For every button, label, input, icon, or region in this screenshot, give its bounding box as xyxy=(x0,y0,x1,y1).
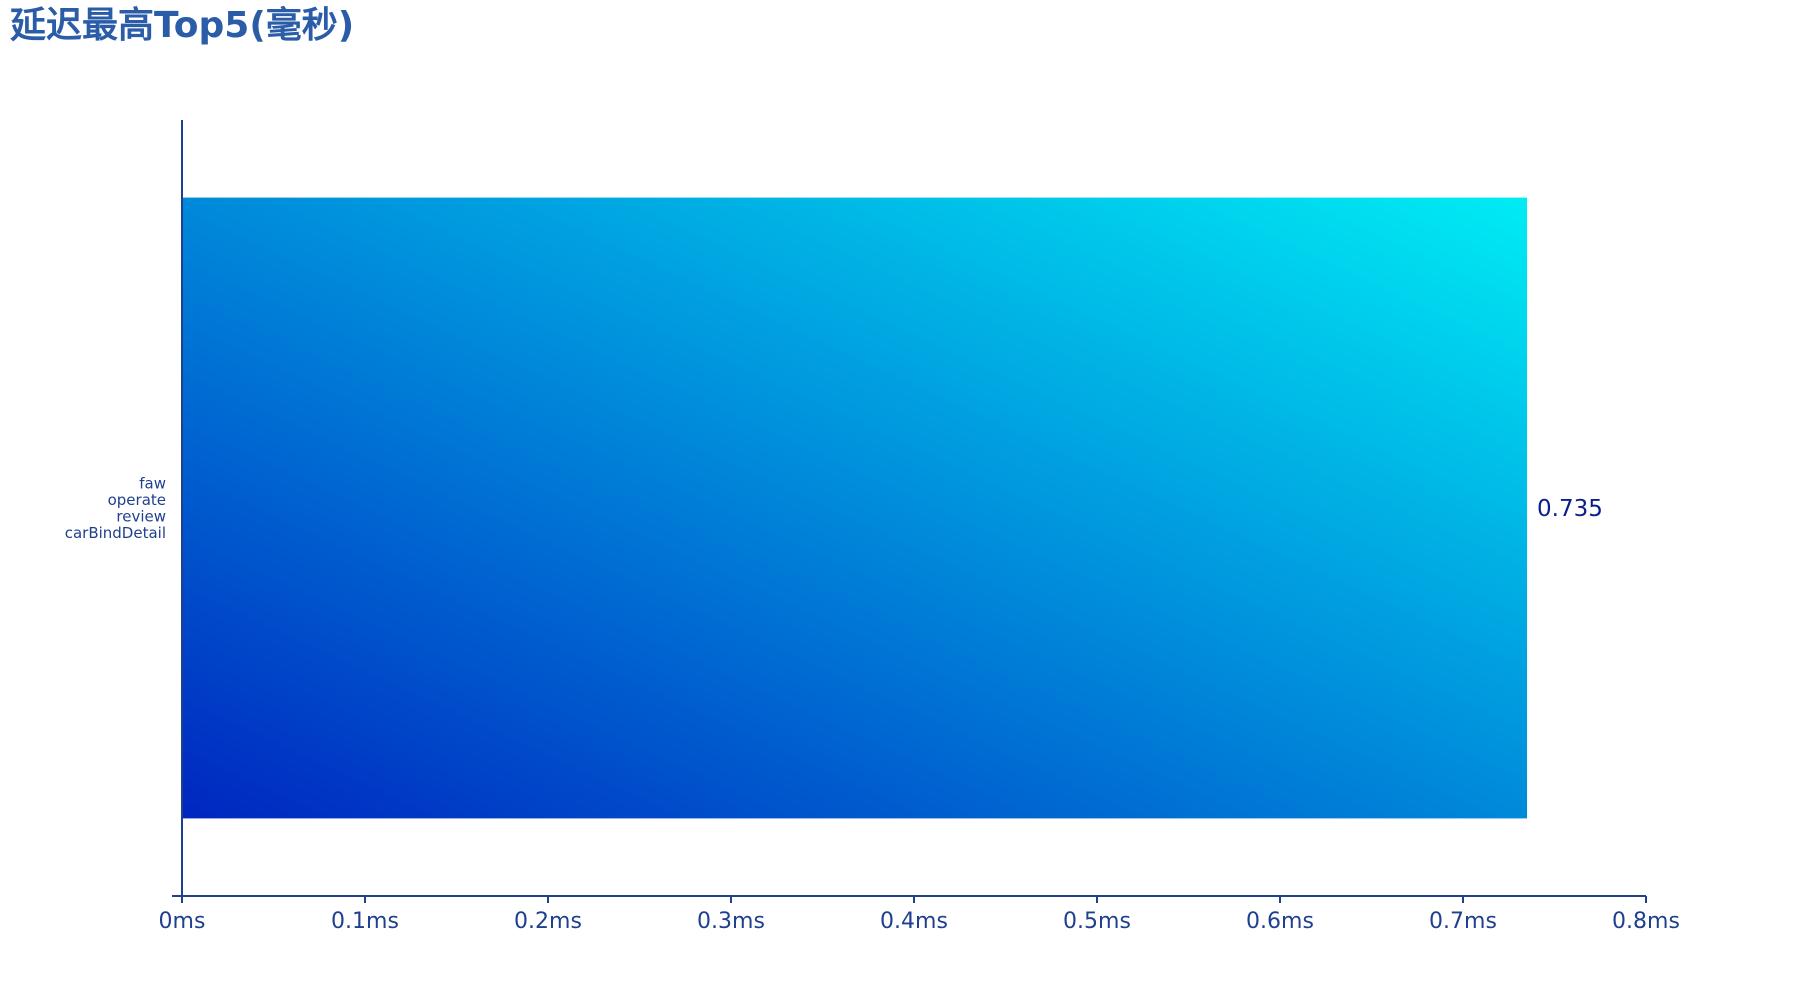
x-tick-label-5: 0.5ms xyxy=(1063,909,1131,934)
x-tick-label-2: 0.2ms xyxy=(514,909,582,934)
x-tick-label-4: 0.4ms xyxy=(880,909,948,934)
x-tick-label-1: 0.1ms xyxy=(331,909,399,934)
category-label-line-3: carBindDetail xyxy=(65,524,166,542)
x-tick-label-3: 0.3ms xyxy=(697,909,765,934)
x-tick-label-8: 0.8ms xyxy=(1612,909,1680,934)
x-tick-label-6: 0.6ms xyxy=(1246,909,1314,934)
category-label-line-2: review xyxy=(116,507,166,525)
x-tick-label-0: 0ms xyxy=(159,909,206,934)
chart-title: 延迟最高Top5(毫秒) xyxy=(10,5,355,46)
bar-value-label-0: 0.735 xyxy=(1537,496,1603,522)
x-tick-label-7: 0.7ms xyxy=(1429,909,1497,934)
category-label-line-1: operate xyxy=(108,491,166,509)
category-label-line-0: faw xyxy=(139,474,166,492)
bar-0 xyxy=(182,197,1528,819)
